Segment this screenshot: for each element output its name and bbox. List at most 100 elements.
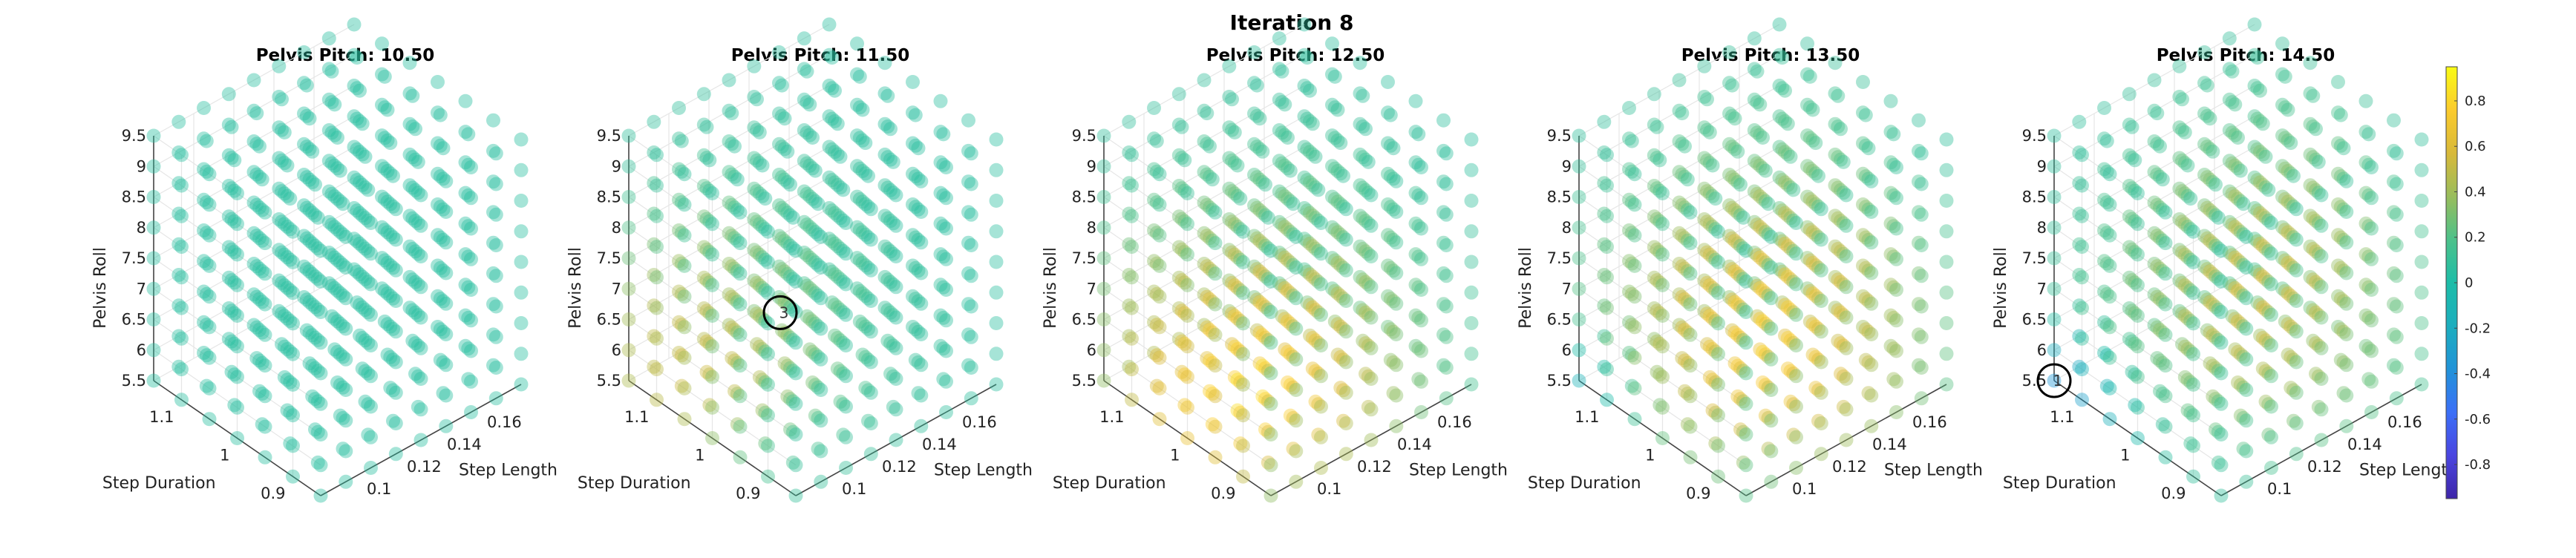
scatter-point bbox=[1655, 431, 1670, 445]
scatter-point bbox=[772, 137, 786, 151]
scatter-point bbox=[146, 373, 161, 388]
scatter-point bbox=[1125, 301, 1139, 315]
scatter-point bbox=[1627, 228, 1642, 243]
scatter-point bbox=[825, 81, 840, 96]
scatter-point bbox=[1889, 374, 1903, 389]
scatter-point bbox=[880, 242, 895, 256]
scatter-point bbox=[313, 335, 328, 350]
z-axis-label: Pelvis Roll bbox=[1517, 247, 1535, 329]
scatter-point bbox=[350, 81, 365, 96]
scatter-point bbox=[733, 419, 748, 434]
scatter-point bbox=[258, 389, 272, 404]
scatter-point bbox=[355, 177, 370, 192]
scatter-point bbox=[850, 36, 864, 51]
y-tick-label: 1 bbox=[695, 447, 705, 465]
scatter-point bbox=[722, 73, 736, 88]
scatter-point bbox=[785, 332, 800, 347]
scatter-point bbox=[1333, 136, 1348, 151]
scatter-point bbox=[258, 266, 272, 281]
scatter-point bbox=[797, 214, 811, 229]
scatter-point bbox=[647, 114, 661, 129]
scatter-point bbox=[413, 433, 428, 447]
scatter-point bbox=[1839, 188, 1854, 203]
scatter-point bbox=[650, 393, 664, 407]
scatter-point bbox=[852, 283, 867, 298]
grid-line bbox=[628, 177, 830, 289]
scatter-point bbox=[961, 327, 975, 342]
scatter-point bbox=[805, 314, 820, 329]
scatter-point bbox=[752, 217, 767, 232]
scatter-point bbox=[906, 75, 920, 89]
scatter-point bbox=[339, 413, 353, 428]
scatter-point bbox=[302, 356, 317, 371]
scatter-point bbox=[858, 136, 873, 151]
scatter-point bbox=[1655, 400, 1670, 415]
y-tick-label: 0.9 bbox=[261, 485, 285, 502]
scatter-point bbox=[730, 172, 745, 187]
scatter-point bbox=[728, 231, 742, 246]
scatter-point bbox=[272, 243, 287, 257]
scatter-point bbox=[199, 318, 214, 332]
colorbar-tick-label: 0.8 bbox=[2465, 93, 2486, 109]
scatter-point bbox=[461, 127, 476, 142]
scatter-point bbox=[1314, 461, 1328, 475]
scatter-point bbox=[302, 203, 317, 217]
scatter-point bbox=[805, 222, 820, 237]
scatter-point bbox=[933, 125, 948, 140]
scatter-point bbox=[1122, 268, 1137, 282]
scatter-point bbox=[310, 241, 325, 256]
scatter-point bbox=[777, 203, 792, 217]
scatter-point bbox=[914, 205, 929, 219]
scatter-point bbox=[1383, 108, 1398, 122]
scatter-point bbox=[353, 298, 367, 312]
scatter-point bbox=[961, 113, 975, 128]
scatter-point bbox=[324, 309, 339, 324]
scatter-point bbox=[774, 78, 789, 93]
scatter-point bbox=[811, 227, 826, 242]
x-tick-label: 0.14 bbox=[447, 436, 482, 453]
scatter-point bbox=[402, 56, 417, 70]
scatter-point bbox=[886, 369, 900, 384]
scatter-point bbox=[199, 195, 214, 210]
scatter-point bbox=[361, 275, 376, 289]
scatter-point bbox=[514, 255, 529, 269]
scatter-point bbox=[486, 113, 500, 128]
scatter-point bbox=[364, 246, 378, 261]
scatter-point bbox=[1939, 194, 1954, 208]
x-tick-label: 0.1 bbox=[1317, 480, 1341, 498]
scatter-point bbox=[283, 436, 298, 451]
scatter-point bbox=[1338, 294, 1353, 308]
x-tick-label: 0.1 bbox=[367, 480, 391, 498]
z-tick-label: 5.5 bbox=[1072, 372, 1096, 390]
scatter-point bbox=[961, 358, 975, 372]
scatter-point bbox=[858, 166, 873, 181]
scatter-point bbox=[230, 278, 244, 292]
scatter-point bbox=[246, 73, 261, 88]
scatter-point bbox=[780, 266, 795, 281]
scatter-point bbox=[2314, 433, 2329, 447]
scatter-point bbox=[1361, 154, 1376, 169]
scatter-point bbox=[272, 59, 287, 73]
scatter-point bbox=[1338, 263, 1353, 278]
scatter-point bbox=[1389, 296, 1404, 311]
scatter-point bbox=[255, 325, 269, 340]
scatter-point bbox=[221, 240, 236, 255]
scatter-point bbox=[486, 358, 500, 372]
scatter-point bbox=[1572, 343, 1586, 358]
scatter-point bbox=[433, 108, 448, 122]
scatter-point bbox=[2247, 17, 2262, 32]
scatter-point bbox=[350, 111, 365, 126]
scatter-point bbox=[1208, 358, 1223, 373]
scatter-point bbox=[1174, 334, 1189, 349]
scatter-point bbox=[486, 297, 500, 312]
y-tick-label: 1.1 bbox=[2050, 408, 2074, 426]
scatter-point bbox=[964, 238, 978, 252]
scatter-point bbox=[283, 314, 298, 329]
scatter-point bbox=[388, 385, 403, 400]
z-tick-label: 5.5 bbox=[2022, 372, 2047, 390]
scatter-point bbox=[1233, 344, 1248, 359]
scatter-point bbox=[227, 275, 242, 290]
scatter-point bbox=[2150, 106, 2165, 121]
scatter-point bbox=[1314, 307, 1328, 322]
scatter-point bbox=[486, 327, 500, 342]
